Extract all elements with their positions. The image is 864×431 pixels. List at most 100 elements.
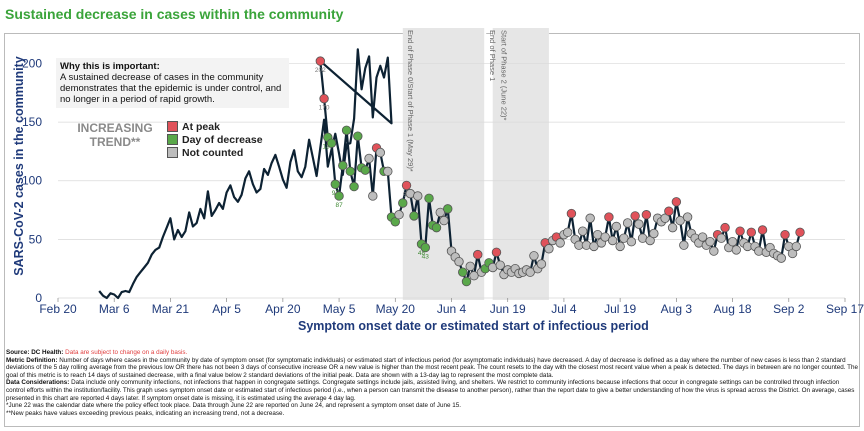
- marker-value-label: 170: [319, 105, 330, 112]
- considerations-label: Data Considerations:: [6, 379, 70, 387]
- marker-counted: [679, 240, 689, 250]
- marker-value-label: 202: [315, 67, 326, 74]
- shaded-period-1: [492, 28, 549, 300]
- marker-decrease: [338, 160, 348, 171]
- marker-counted: [439, 215, 449, 226]
- info-heading: Why this is important:: [60, 61, 160, 72]
- y-tick-label: 0: [35, 291, 42, 305]
- marker-peak: [735, 226, 745, 236]
- y-axis-title: SARS-CoV-2 cases in the community: [12, 56, 26, 276]
- marker-counted: [394, 210, 404, 220]
- y-tick-label: 100: [22, 174, 42, 188]
- marker-counted: [600, 232, 610, 242]
- marker-counted: [649, 228, 659, 239]
- marker-decrease: [349, 181, 359, 192]
- y-axis-ticks: 0 50 100 150 200: [22, 56, 42, 305]
- marker-peak: [795, 227, 805, 238]
- shaded-period-0: [402, 28, 486, 300]
- x-tick-label: Jun 19: [490, 302, 526, 316]
- marker-counted: [634, 219, 644, 229]
- x-tick-label: Jul 19: [604, 302, 636, 316]
- marker-peak: [401, 180, 412, 191]
- x-tick-label: May 20: [376, 302, 416, 316]
- marker-peak: [604, 212, 614, 222]
- chart-title: Sustained decrease in cases within the c…: [5, 6, 344, 22]
- marker-decrease: [326, 138, 337, 148]
- marker-decrease: [443, 204, 453, 214]
- x-tick-label: Mar 21: [152, 302, 190, 316]
- legend-swatch-decrease: [167, 134, 178, 145]
- marker-counted: [364, 153, 374, 164]
- marker-peak: [566, 208, 577, 219]
- info-text: A sustained decrease of cases in the com…: [60, 72, 282, 105]
- marker-counted: [607, 235, 618, 246]
- marker-decrease: [461, 276, 472, 287]
- marker-decrease: [330, 179, 341, 189]
- marker-counted: [611, 221, 622, 232]
- marker-decrease: [420, 242, 430, 253]
- x-tick-label: Mar 6: [99, 302, 130, 316]
- legend-item-decrease: Day of decrease: [167, 133, 263, 146]
- marker-counted: [413, 191, 423, 201]
- marker-counted: [435, 207, 445, 218]
- marker-peak: [319, 93, 329, 104]
- x-tick-label: Jul 4: [551, 302, 577, 316]
- marker-peak: [491, 247, 502, 257]
- marker-counted: [622, 218, 633, 228]
- marker-counted: [667, 222, 678, 233]
- trend-label: INCREASING TREND**: [77, 121, 153, 149]
- marker-peak: [664, 206, 674, 216]
- marker-counted: [716, 233, 727, 243]
- x-tick-label: Aug 3: [661, 302, 693, 316]
- marker-peak: [473, 249, 483, 260]
- metric-text: Number of days where cases in the commun…: [6, 356, 858, 379]
- cases-line: [98, 48, 802, 300]
- shaded-periods: [402, 28, 549, 300]
- marker-counted: [705, 237, 715, 247]
- marker-counted: [525, 267, 535, 277]
- x-tick-label: Aug 18: [714, 302, 752, 316]
- source-label: Source: DC Health:: [6, 349, 64, 356]
- marker-decrease: [431, 222, 442, 233]
- marker-peak: [780, 229, 790, 240]
- marker-decrease: [341, 125, 352, 136]
- x-axis-ticks: Feb 20 Mar 6 Mar 21 Apr 5 Apr 20 May 5 May 20 J…: [39, 298, 864, 316]
- marker-counted: [536, 259, 547, 269]
- legend-label-peak: At peak: [182, 120, 220, 133]
- period-labels: End of Phase 0/Start of Phase 1 (May 29)…: [406, 30, 509, 172]
- marker-counted: [709, 246, 719, 256]
- marker-counted: [776, 253, 786, 263]
- marker-peak: [757, 225, 768, 235]
- x-tick-label: Sep 2: [773, 302, 805, 316]
- legend-item-not-counted: Not counted: [167, 146, 263, 159]
- marker-value-label: 48: [418, 250, 426, 257]
- marker-decrease: [409, 211, 419, 221]
- marker-counted: [577, 226, 588, 236]
- marker-counted: [383, 166, 393, 177]
- marker-counted: [626, 237, 637, 247]
- source-warning: Data are subject to change on a daily ba…: [65, 349, 188, 356]
- notes-block: Source: DC Health: Data are subject to c…: [6, 349, 858, 417]
- marker-counted: [697, 232, 708, 242]
- footnote-2: **New peaks have values exceeding previo…: [6, 409, 285, 417]
- marker-counted: [589, 241, 599, 252]
- footnote-1: *June 22 was the calendar date where the…: [6, 402, 461, 410]
- marker-value-label: 137: [322, 143, 333, 150]
- marker-peak: [315, 56, 326, 66]
- considerations-text: Data include only community infections, …: [6, 379, 855, 402]
- marker-counted: [555, 238, 565, 248]
- legend-swatch-not-counted: [167, 147, 178, 158]
- marker-decrease: [345, 166, 356, 177]
- period-label-0: End of Phase 0/Start of Phase 1 (May 29)…: [406, 30, 415, 172]
- x-tick-label: Feb 20: [39, 302, 77, 316]
- marker-peak: [630, 211, 640, 221]
- period-label-2: Start of Phase 2 (June 22)*: [499, 30, 508, 121]
- marker-counted: [529, 251, 539, 261]
- marker-counted: [375, 147, 385, 158]
- marker-decrease: [424, 193, 434, 204]
- marker-counted: [495, 260, 505, 270]
- metric-definition: Metric Definition: Number of days where …: [6, 357, 858, 380]
- marker-peak: [641, 210, 652, 220]
- metric-label: Metric Definition:: [6, 356, 58, 364]
